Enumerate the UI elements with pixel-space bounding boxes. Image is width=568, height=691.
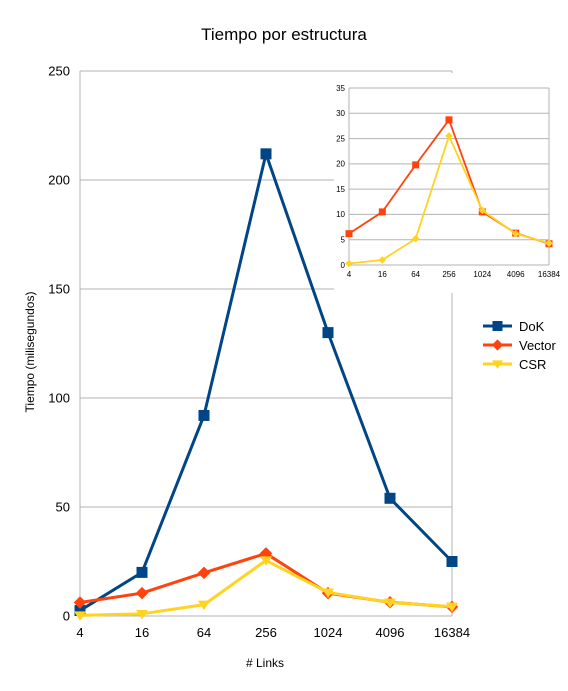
main-series-0-point [446,556,458,567]
inset-series-1-point [478,206,487,215]
inset-series-1-point [511,229,520,238]
main-series-2-point [260,556,272,566]
main-x-tick-label: 4 [76,625,83,640]
legend-marker-1 [491,339,504,351]
inset-y-tick-label: 25 [336,134,345,143]
inset-x-tick-label: 64 [411,270,420,279]
inset-y-tick-label: 15 [336,185,345,194]
legend-label: CSR [519,357,546,372]
main-series-0-point [136,566,148,578]
main-series-line-2 [79,558,453,617]
main-series-2-point [322,588,334,598]
inset-y-tick-label: 35 [336,84,345,93]
main-series-2-point [74,611,86,621]
main-x-tick-label: 256 [255,625,277,640]
inset-series-1-point [545,239,553,248]
y-axis-label: Tiempo (milisegundos) [23,292,37,413]
main-series-0-point [198,409,210,421]
inset-x-tick-label: 4 [347,270,352,279]
main-x-tick-label: 16384 [434,625,470,640]
main-series-1-point [197,566,211,580]
legend-marker-2 [492,360,503,369]
inset-series [345,116,553,268]
inset-chart: 0 5 10 15 20 25 30 35 4 16 64 256 1024 4096 16384 [334,73,561,293]
main-x-tick-labels: 4 16 64 256 1024 4096 16384 [76,625,470,640]
main-y-tick-label: 150 [48,282,70,297]
main-y-tick-label: 100 [48,391,70,406]
main-x-tick-label: 4096 [376,625,405,640]
main-y-tick-label: 250 [48,64,70,79]
inset-series-1-point [445,132,453,140]
inset-background [334,73,556,293]
main-series-0-point [384,492,396,504]
inset-y-tick-label: 5 [341,236,346,245]
chart-title: Tiempo por estructura [201,25,367,44]
main-series-0-point [260,148,272,160]
main-series-2-point [198,600,210,611]
inset-x-tick-label: 16 [378,270,387,279]
main-x-tick-label: 64 [197,625,211,640]
legend-marker-0 [492,321,503,331]
main-series-2-point [384,598,396,608]
inset-series-0-point [345,230,353,238]
main-series-1-point [73,596,87,609]
main-series-1-point [135,586,149,600]
inset-x-tick-label: 16384 [538,270,561,279]
inset-series-1-point [411,234,420,243]
inset-y-tick-label: 0 [341,261,346,270]
legend-label: DoK [519,319,545,334]
legend-label: Vector [519,338,557,353]
main-y-tick-label: 0 [63,609,70,624]
inset-x-tick-label: 256 [442,270,456,279]
inset-y-tick-label: 10 [336,210,345,219]
main-y-tick-label: 50 [56,500,70,515]
main-x-tick-label: 1024 [314,625,343,640]
main-series-0-point [322,327,334,339]
main-x-tick-label: 16 [135,625,149,640]
inset-series-1-point [345,259,353,268]
inset-x-tick-labels: 4 16 64 256 1024 4096 16384 [347,270,561,279]
main-y-tick-labels: 0 50 100 150 200 250 [48,64,70,624]
main-y-tick-label: 200 [48,173,70,188]
main-gridlines [80,70,452,617]
legend: DoK Vector CSR [483,319,557,372]
inset-x-tick-label: 1024 [473,270,491,279]
x-axis-label: # Links [246,656,284,670]
inset-series-0-point [378,208,386,216]
main-series [73,148,459,621]
inset-y-tick-labels: 0 5 10 15 20 25 30 35 [336,84,345,270]
inset-series-0-point [445,116,453,124]
inset-series-0-point [412,161,420,169]
main-series-2-point [446,602,458,613]
inset-series-1-point [378,256,387,264]
inset-x-tick-label: 4096 [507,270,525,279]
main-series-2-point [136,609,148,620]
inset-y-tick-label: 20 [336,160,345,169]
inset-y-tick-label: 30 [336,109,345,118]
